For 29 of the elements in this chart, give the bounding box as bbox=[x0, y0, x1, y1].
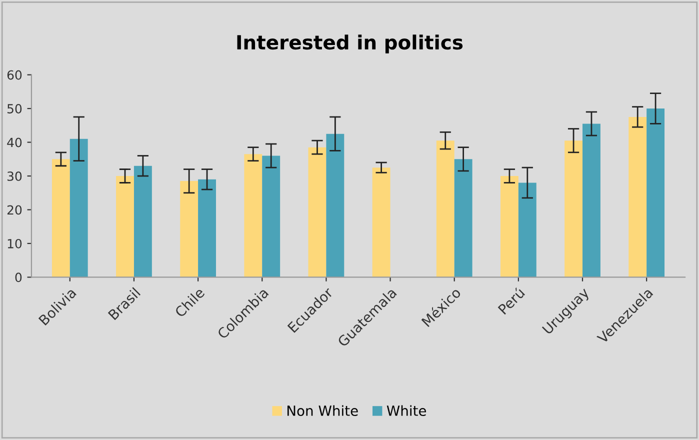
bar bbox=[454, 159, 472, 278]
chart-title: Interested in politics bbox=[237, 34, 463, 54]
bar bbox=[244, 154, 262, 278]
y-tick-label: 60 bbox=[7, 70, 22, 80]
bar bbox=[116, 176, 134, 278]
y-tick-label: 10 bbox=[8, 238, 22, 248]
bar bbox=[326, 134, 344, 278]
y-tick-label: 30 bbox=[7, 171, 22, 181]
legend-label: Non White bbox=[287, 405, 358, 416]
bar bbox=[564, 140, 582, 278]
bar bbox=[518, 182, 536, 278]
bar bbox=[372, 168, 390, 278]
bar bbox=[262, 156, 280, 278]
bar bbox=[308, 147, 326, 278]
bar bbox=[134, 166, 152, 278]
bar bbox=[582, 124, 600, 278]
bar bbox=[180, 181, 198, 278]
bar bbox=[198, 179, 216, 278]
bar bbox=[628, 116, 647, 278]
y-tick-label: 20 bbox=[7, 205, 22, 215]
y-tick-label: 50 bbox=[7, 104, 22, 114]
bar bbox=[436, 140, 454, 278]
bar bbox=[52, 159, 70, 278]
bar bbox=[646, 108, 665, 278]
bar bbox=[500, 176, 518, 278]
bar bbox=[70, 138, 88, 278]
y-tick-label: 0 bbox=[15, 272, 22, 282]
legend-label: White bbox=[386, 405, 426, 416]
y-tick-label: 40 bbox=[7, 138, 22, 148]
